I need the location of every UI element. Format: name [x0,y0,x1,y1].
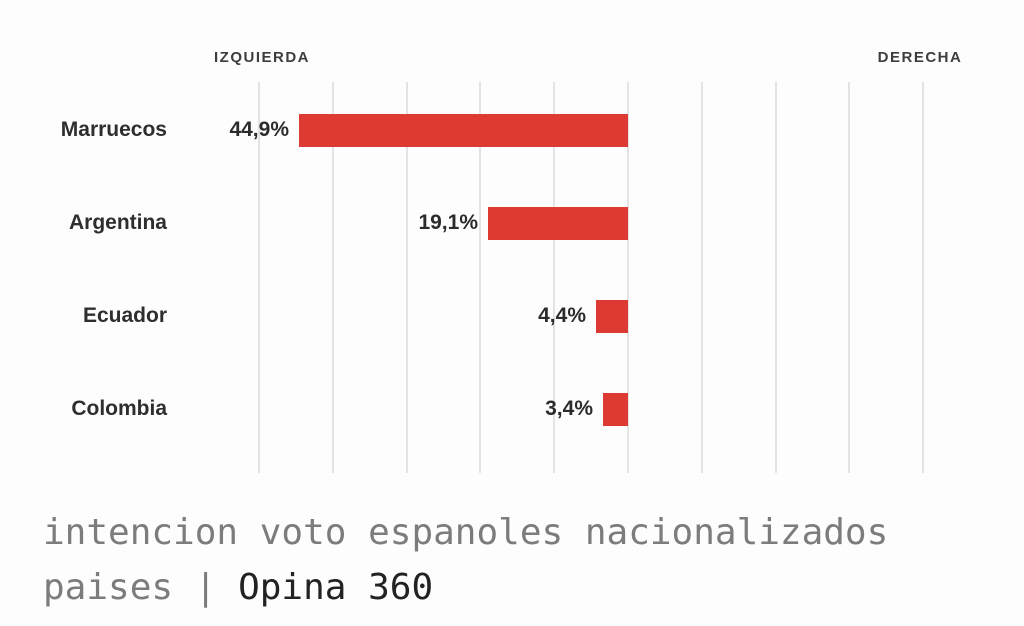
value-label-argentina: 19,1% [418,211,478,234]
gridline [553,82,555,473]
bar-ecuador [596,299,628,333]
category-label-argentina: Argentina [68,211,167,234]
caption-line2: paises | Opina 360 [43,560,888,615]
gridline [406,82,408,473]
value-label-ecuador: 4,4% [538,304,586,327]
bar-argentina [488,206,628,240]
category-label-colombia: Colombia [71,397,167,420]
gridline [627,82,629,473]
gridline [848,82,850,473]
gridline [258,82,260,473]
gridline [775,82,777,473]
gridline [701,82,703,473]
value-label-marruecos: 44,9% [229,118,289,141]
axis-label-izquierda: IZQUIERDA [214,49,310,66]
axis-label-derecha: DERECHA [877,49,963,66]
caption-source: Opina 360 [238,567,434,608]
category-label-ecuador: Ecuador [82,304,167,327]
caption-line1: intencion voto espanoles nacionalizados [43,512,889,553]
gridline [332,82,334,473]
category-label-marruecos: Marruecos [60,118,167,141]
value-label-colombia: 3,4% [545,397,593,420]
gridline [479,82,481,473]
bar-colombia [603,392,628,426]
caption-line2-prefix: paises | [43,567,239,608]
gridline [922,82,924,473]
bar-marruecos [299,113,628,147]
caption: intencion voto espanoles nacionalizados … [43,505,888,615]
